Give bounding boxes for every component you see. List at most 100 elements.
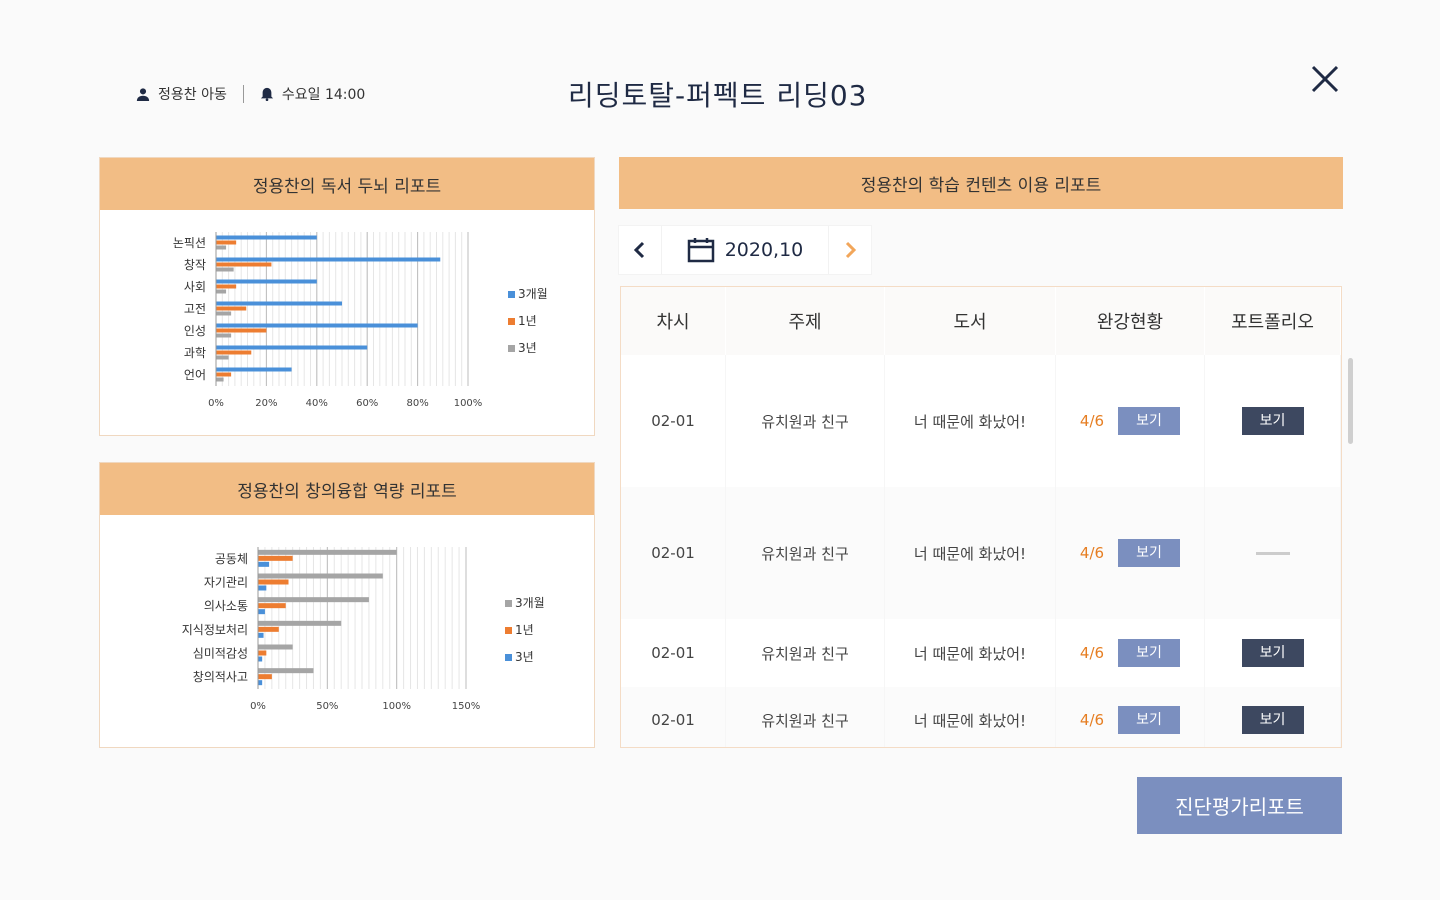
bar <box>258 549 397 555</box>
x-tick-label: 20% <box>255 398 277 409</box>
bar <box>258 626 279 632</box>
x-tick-label: 40% <box>306 398 328 409</box>
bar <box>216 301 342 306</box>
x-tick-label: 80% <box>406 398 428 409</box>
month-label: 2020,10 <box>724 239 804 261</box>
x-tick-label: 100% <box>454 398 483 409</box>
reading-report-panel: 정용찬의 독서 두뇌 리포트 0% 20% 40% 60% 80% 100% 논픽션 창작 사회… <box>99 157 595 436</box>
bar <box>258 585 267 591</box>
x-tick-label: 0% <box>250 701 266 712</box>
bar <box>216 279 317 284</box>
user-icon <box>136 88 150 101</box>
progress-view-button[interactable]: 보기 <box>1118 639 1181 667</box>
category-label: 논픽션 <box>173 236 206 250</box>
bar <box>216 377 224 382</box>
bar <box>258 603 286 609</box>
progress-value: 4/6 <box>1079 643 1105 662</box>
next-month-button[interactable] <box>829 226 871 274</box>
category-label: 과학 <box>184 346 206 360</box>
bar <box>258 620 342 626</box>
prev-month-button[interactable] <box>619 226 661 274</box>
topic-cell: 유치원과 친구 <box>725 487 885 619</box>
bar <box>216 372 232 377</box>
portfolio-view-button[interactable]: 보기 <box>1241 706 1304 734</box>
bar <box>258 650 267 656</box>
creative-report-title: 정용찬의 창의융합 역량 리포트 <box>100 463 594 515</box>
x-tick-label: 60% <box>356 398 378 409</box>
topic-cell: 유치원과 친구 <box>725 619 885 687</box>
table-row: 02-01 유치원과 친구 너 때문에 화났어! 4/6 보기 보기 <box>621 687 1341 747</box>
bar <box>216 367 292 372</box>
progress-value: 4/6 <box>1079 543 1105 562</box>
page-title: 리딩토탈-퍼펙트 리딩03 <box>568 79 868 112</box>
col-topic: 주제 <box>725 287 885 355</box>
table-row: 02-01 유치원과 친구 너 때문에 화났어! 4/6 보기 보기 <box>621 355 1341 487</box>
current-month: 2020,10 <box>661 226 829 274</box>
bar <box>216 262 272 267</box>
no-portfolio-dash <box>1255 552 1290 555</box>
col-book: 도서 <box>884 287 1056 355</box>
reading-report-title: 정용찬의 독서 두뇌 리포트 <box>100 158 594 210</box>
book-cell: 너 때문에 화났어! <box>884 487 1056 619</box>
bar <box>216 328 267 333</box>
creative-report-panel: 정용찬의 창의융합 역량 리포트 0% 50% 100% 150% 공동체 자기관리 의사소… <box>99 462 595 748</box>
portfolio-cell: 보기 <box>1204 687 1341 747</box>
book-cell: 너 때문에 화났어! <box>884 355 1056 487</box>
topic-cell: 유치원과 친구 <box>725 687 885 747</box>
portfolio-cell <box>1204 487 1341 619</box>
bar <box>258 632 264 638</box>
table-row: 02-01 유치원과 친구 너 때문에 화났어! 4/6 보기 보기 <box>621 619 1341 687</box>
category-label: 사회 <box>184 280 206 294</box>
category-label: 언어 <box>184 368 206 382</box>
progress-view-button[interactable]: 보기 <box>1118 539 1181 567</box>
progress-cell: 4/6 보기 <box>1055 355 1205 487</box>
session-cell: 02-01 <box>621 619 726 687</box>
category-label: 고전 <box>184 302 206 316</box>
content-table: 차시 주제 도서 완강현황 포트폴리오 02-01 유치원과 친구 너 때문에 … <box>620 286 1342 748</box>
category-label: 공동체 <box>215 552 248 566</box>
progress-cell: 4/6 보기 <box>1055 619 1205 687</box>
x-tick-label: 100% <box>382 701 411 712</box>
portfolio-view-button[interactable]: 보기 <box>1241 407 1304 435</box>
bar <box>258 561 270 567</box>
bar <box>258 555 293 561</box>
content-report-title: 정용찬의 학습 컨텐츠 이용 리포트 <box>619 157 1343 209</box>
legend-swatch <box>508 291 515 298</box>
category-label: 창의적사고 <box>193 670 248 684</box>
legend-swatch <box>508 318 515 325</box>
portfolio-cell: 보기 <box>1204 355 1341 487</box>
creative-chart: 0% 50% 100% 150% 공동체자기관리의사소통지식정보처리심미적감성창의적사고… <box>182 547 545 712</box>
portfolio-cell: 보기 <box>1204 619 1341 687</box>
legend-label: 1년 <box>515 623 534 637</box>
legend-label: 3개월 <box>518 287 548 301</box>
bar <box>216 345 368 350</box>
bar <box>216 306 247 311</box>
progress-value: 4/6 <box>1079 710 1105 729</box>
bar <box>258 609 265 615</box>
bar <box>216 289 227 294</box>
legend-swatch <box>505 600 512 607</box>
portfolio-view-button[interactable]: 보기 <box>1241 639 1304 667</box>
session-cell: 02-01 <box>621 487 726 619</box>
legend-swatch <box>508 345 515 352</box>
category-label: 인성 <box>184 324 206 338</box>
progress-view-button[interactable]: 보기 <box>1118 706 1181 734</box>
col-portfolio: 포트폴리오 <box>1204 287 1341 355</box>
table-scrollbar[interactable] <box>1348 358 1353 444</box>
bar <box>216 355 229 360</box>
diagnosis-report-button[interactable]: 진단평가리포트 <box>1137 777 1342 834</box>
student-name: 정용찬 아동 <box>158 87 227 103</box>
legend-label: 3개월 <box>515 596 545 610</box>
chevron-left-icon <box>633 241 645 259</box>
close-button[interactable] <box>1308 62 1342 96</box>
calendar-icon <box>687 238 714 263</box>
session-meta: 정용찬 아동 수요일 14:00 <box>136 84 365 104</box>
x-tick-label: 0% <box>208 398 224 409</box>
session-cell: 02-01 <box>621 687 726 747</box>
bar <box>258 644 293 650</box>
topic-cell: 유치원과 친구 <box>725 355 885 487</box>
table-row: 02-01 유치원과 친구 너 때문에 화났어! 4/6 보기 <box>621 487 1341 619</box>
content-report-panel: 정용찬의 학습 컨텐츠 이용 리포트 <box>619 157 1343 748</box>
progress-view-button[interactable]: 보기 <box>1118 407 1181 435</box>
